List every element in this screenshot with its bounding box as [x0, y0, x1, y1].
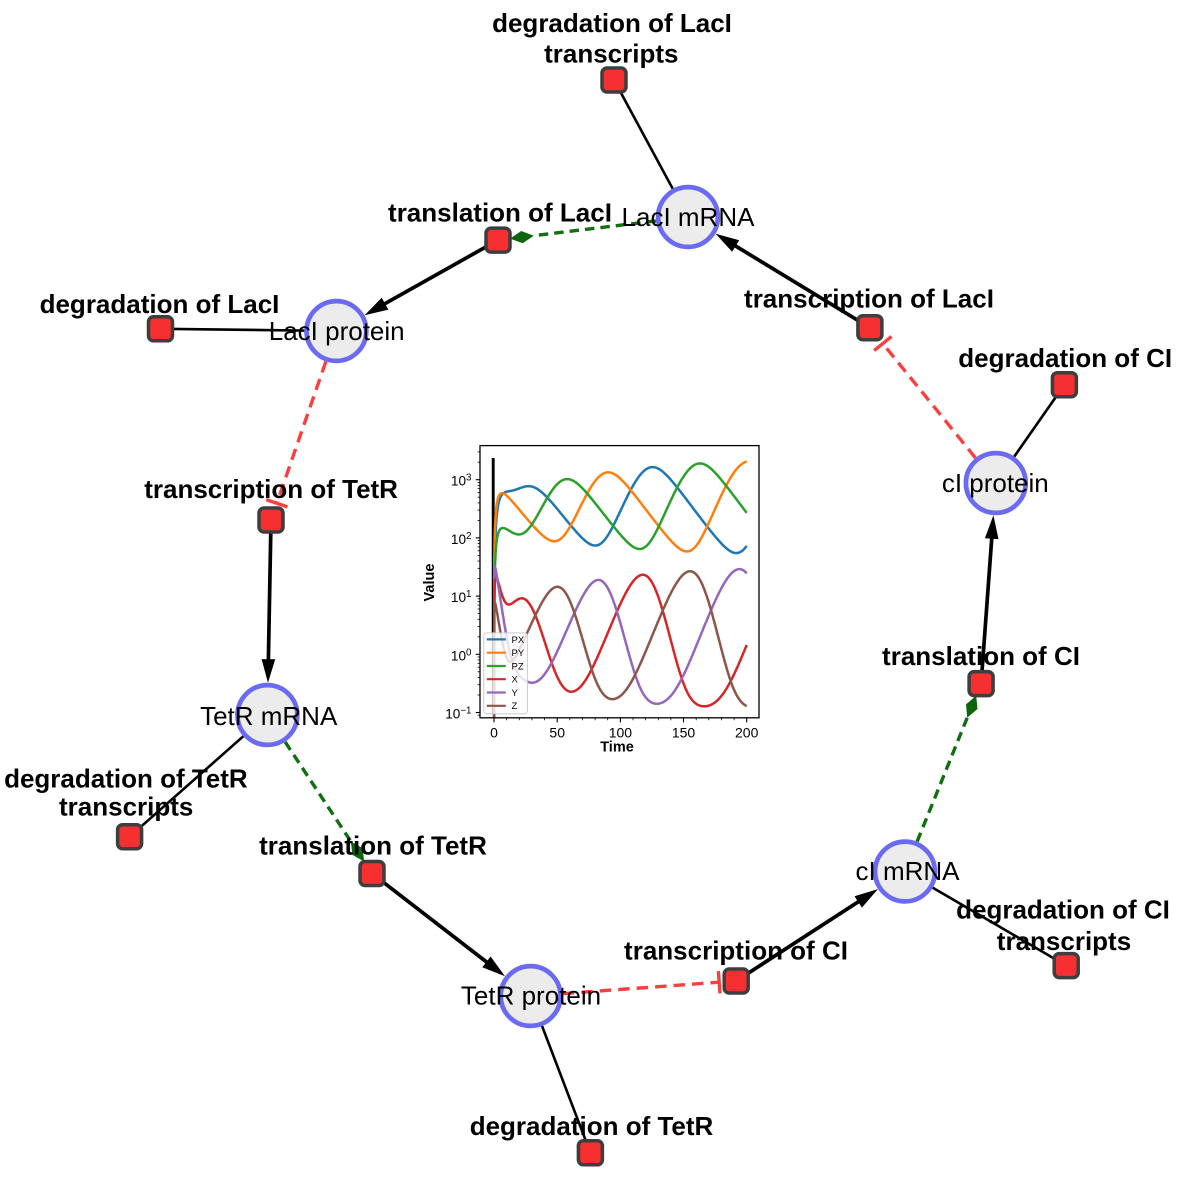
svg-text:X: X — [512, 675, 519, 686]
svg-text:degradation of LacI: degradation of LacI — [492, 8, 732, 38]
svg-text:200: 200 — [735, 724, 759, 740]
svg-text:LacI mRNA: LacI mRNA — [622, 202, 756, 232]
svg-text:translation of CI: translation of CI — [882, 641, 1080, 671]
svg-text:transcripts: transcripts — [997, 926, 1131, 956]
svg-text:Y: Y — [512, 688, 519, 699]
svg-text:TetR protein: TetR protein — [461, 981, 601, 1011]
svg-text:translation of TetR: translation of TetR — [259, 831, 487, 861]
svg-text:degradation of CI: degradation of CI — [956, 895, 1170, 925]
svg-text:PZ: PZ — [512, 661, 524, 672]
svg-text:degradation of TetR: degradation of TetR — [470, 1111, 714, 1141]
svg-text:0: 0 — [490, 724, 498, 740]
svg-text:transcription of LacI: transcription of LacI — [744, 284, 994, 314]
svg-text:transcription of CI: transcription of CI — [624, 936, 848, 966]
svg-text:150: 150 — [672, 724, 696, 740]
svg-text:50: 50 — [549, 724, 565, 740]
svg-text:100: 100 — [609, 724, 633, 740]
svg-text:degradation of LacI: degradation of LacI — [40, 289, 280, 319]
svg-text:degradation of TetR: degradation of TetR — [4, 763, 248, 793]
svg-text:transcription of TetR: transcription of TetR — [144, 474, 398, 504]
svg-text:PY: PY — [512, 648, 525, 659]
svg-text:transcripts: transcripts — [544, 38, 678, 68]
svg-text:Z: Z — [512, 701, 518, 712]
svg-text:TetR mRNA: TetR mRNA — [200, 701, 338, 731]
svg-text:PX: PX — [512, 635, 525, 646]
svg-text:LacI protein: LacI protein — [269, 316, 405, 346]
svg-text:translation of LacI: translation of LacI — [388, 197, 612, 227]
svg-text:cI mRNA: cI mRNA — [856, 856, 961, 886]
svg-text:Value: Value — [422, 564, 438, 602]
svg-text:transcripts: transcripts — [59, 792, 193, 822]
svg-text:Time: Time — [600, 740, 634, 756]
svg-text:degradation of CI: degradation of CI — [958, 343, 1172, 373]
svg-text:cI protein: cI protein — [942, 468, 1049, 498]
